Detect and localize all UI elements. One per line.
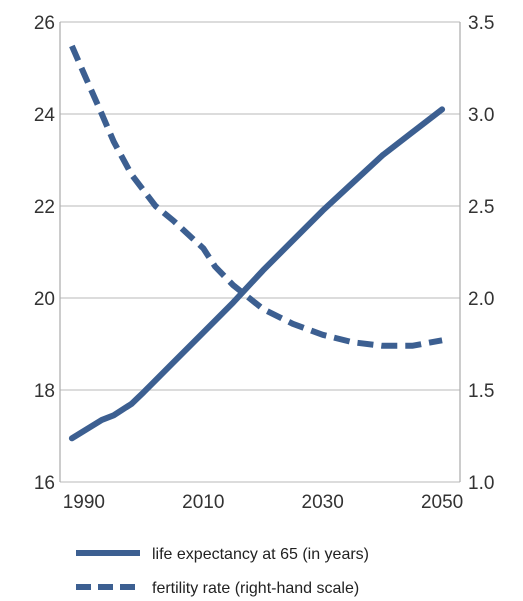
y-right-tick-label: 2.5 (468, 197, 494, 218)
legend: life expectancy at 65 (in years) fertili… (76, 546, 369, 597)
y-left-tick-label: 24 (34, 105, 56, 126)
x-tick-label: 2010 (182, 492, 224, 513)
y-right-tick-label: 2.0 (468, 289, 494, 310)
axes-layer: 16 18 20 22 24 26 1.0 1.5 2.0 2.5 3.0 3.5 1990 2010 20… (34, 13, 495, 513)
y-right-tick-label: 3.0 (468, 105, 494, 126)
series-layer (68, 44, 446, 442)
legend-label-life-expectancy: life expectancy at 65 (in years) (152, 546, 369, 563)
y-right-tick-label: 1.5 (468, 381, 494, 402)
y-left-tick-label: 26 (34, 13, 55, 34)
y-right-tick-label: 3.5 (468, 13, 494, 34)
x-tick-label: 2030 (302, 492, 344, 513)
y-left-tick-label: 16 (34, 473, 55, 494)
y-right-tick-label: 1.0 (468, 473, 494, 494)
legend-label-fertility-rate: fertility rate (right-hand scale) (152, 580, 359, 597)
y-left-tick-label: 20 (34, 289, 55, 310)
x-tick-label: 1990 (63, 492, 105, 513)
grid-layer (60, 21, 460, 483)
x-tick-label: 2050 (421, 492, 463, 513)
series-line-life-expectancy (68, 106, 446, 442)
y-left-tick-label: 22 (34, 197, 55, 218)
series-line-fertility-rate (69, 44, 443, 349)
y-left-tick-label: 18 (34, 381, 55, 402)
